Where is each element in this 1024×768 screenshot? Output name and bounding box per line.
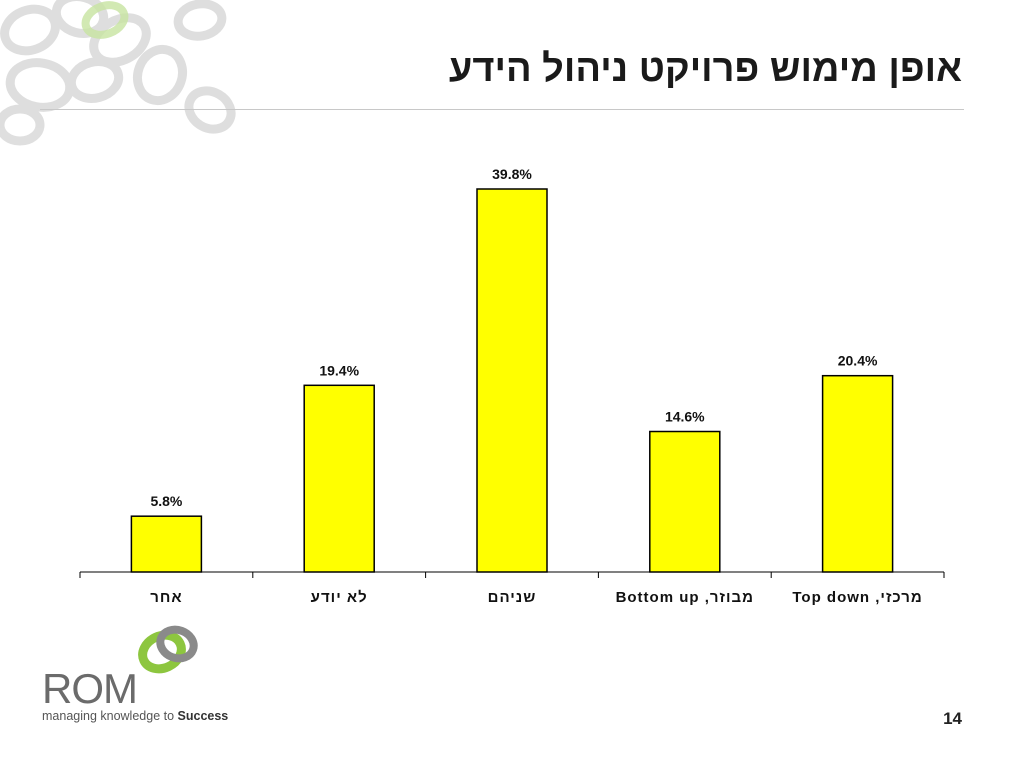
tagline-emphasis: Success: [177, 709, 229, 723]
category-label-0: אחר: [150, 589, 182, 606]
decorative-rings: [0, 0, 236, 146]
logo-tagline: managing knowledge to Success: [42, 709, 228, 723]
bar-1: [303, 384, 375, 573]
category-label-1: לא יודע: [311, 589, 368, 606]
logo-ring-green: [138, 630, 186, 674]
bar-0: [130, 515, 203, 573]
value-label-4: 20.4%: [838, 353, 878, 369]
rom-logo-icon: [138, 625, 198, 674]
category-label-4: מרכזי, Top down: [792, 589, 922, 606]
title-divider: [40, 109, 964, 110]
category-label-2: שניהם: [488, 589, 537, 606]
category-labels: אחר לא יודע שניהם מבוזר, Bottom up מרכזי, To…: [150, 589, 923, 606]
bar-2: [476, 188, 548, 573]
tagline-prefix: managing knowledge to: [42, 709, 178, 723]
value-label-2: 39.8%: [492, 166, 532, 182]
bar-4: [821, 374, 894, 573]
rom-logo-text: ROM: [42, 665, 138, 712]
bar-3: [649, 430, 721, 573]
slide-title: אופן מימוש פרויקט ניהול הידע: [448, 48, 962, 90]
category-label-3: מבוזר, Bottom up: [616, 589, 754, 606]
page-number: 14: [943, 709, 962, 728]
value-label-3: 14.6%: [665, 409, 705, 425]
x-axis-ticks: [79, 572, 945, 578]
value-label-0: 5.8%: [150, 493, 182, 509]
logo-ring-gray: [156, 625, 198, 663]
value-labels: 5.8% 19.4% 39.8% 14.6% 20.4%: [150, 166, 878, 509]
value-label-1: 19.4%: [319, 362, 359, 378]
bars: [130, 188, 894, 573]
